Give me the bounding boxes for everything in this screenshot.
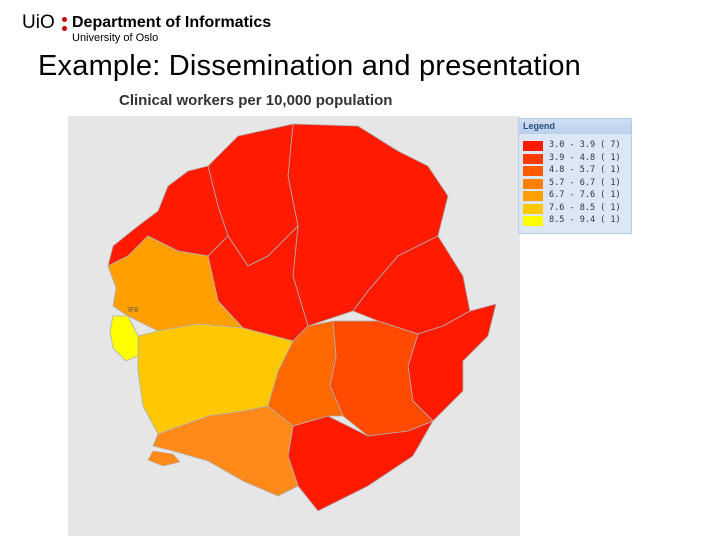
legend-item: 3.9 - 4.8 ( 1)	[523, 152, 629, 164]
legend-swatch	[523, 153, 543, 164]
district-moyamba	[137, 323, 294, 435]
legend-item: 8.5 - 9.4 ( 1)	[523, 215, 629, 226]
legend-label: 4.8 - 5.7 ( 1)	[549, 165, 621, 175]
legend-item: 6.7 - 7.6 ( 1)	[523, 190, 629, 201]
legend-swatch	[523, 216, 543, 226]
legend-item: 3.0 - 3.9 ( 7)	[523, 140, 629, 151]
legend-label: 8.5 - 9.4 ( 1)	[549, 215, 621, 225]
legend-swatch	[523, 178, 543, 189]
legend-label: 5.7 - 6.7 ( 1)	[549, 177, 621, 188]
legend-swatch	[523, 141, 543, 151]
island-sherbro	[147, 450, 181, 467]
legend-swatch	[523, 203, 543, 214]
choropleth-map: IF8	[68, 116, 520, 536]
uio-logo: UiO	[22, 12, 55, 33]
legend-item: 5.7 - 6.7 ( 1)	[523, 177, 629, 189]
map-container: IF8	[68, 116, 520, 536]
legend-swatch	[523, 191, 543, 201]
legend-label: 3.0 - 3.9 ( 7)	[549, 140, 621, 150]
legend-title: Legend	[519, 119, 631, 134]
header: UiO Department of Informatics University…	[22, 10, 422, 50]
legend-swatch	[523, 166, 543, 176]
legend-label: 3.9 - 4.8 ( 1)	[549, 152, 621, 163]
region-label: IF8	[128, 307, 138, 314]
legend-item: 4.8 - 5.7 ( 1)	[523, 165, 629, 176]
district-western-area	[109, 315, 139, 362]
map-title: Clinical workers per 10,000 population	[119, 92, 393, 109]
slide-title: Example: Dissemination and presentation	[38, 50, 581, 82]
legend-label: 6.7 - 7.6 ( 1)	[549, 190, 621, 200]
uio-dots-icon	[62, 17, 68, 33]
legend-label: 7.6 - 8.5 ( 1)	[549, 202, 621, 213]
legend: Legend 3.0 - 3.9 ( 7) 3.9 - 4.8 ( 1) 4.8 -…	[518, 118, 632, 234]
legend-item: 7.6 - 8.5 ( 1)	[523, 202, 629, 214]
department-name: Department of Informatics	[72, 14, 272, 31]
university-name: University of Oslo	[72, 32, 159, 44]
